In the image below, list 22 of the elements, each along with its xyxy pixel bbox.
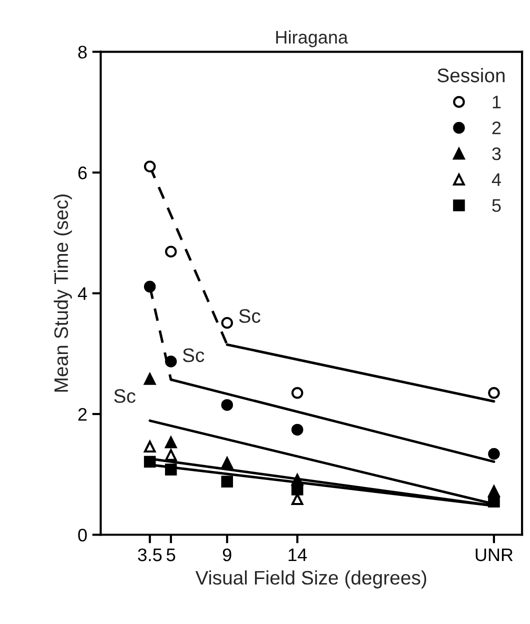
annotation: Sc — [114, 389, 136, 403]
chart-title: Hiragana — [276, 30, 348, 48]
legend-label: 3 — [492, 147, 501, 160]
annotation: Sc — [182, 348, 204, 362]
x-tick-label: 3.5 — [138, 548, 162, 562]
y-tick-label: 6 — [78, 166, 87, 180]
legend-label: 5 — [492, 199, 501, 212]
legend-label: 4 — [492, 173, 501, 186]
legend-title: Session — [438, 68, 505, 82]
annotation: Sc — [239, 309, 260, 323]
legend-label: 1 — [492, 96, 501, 108]
y-tick-label: 2 — [78, 408, 87, 421]
x-axis-title: Visual Field Size (degrees) — [195, 570, 426, 588]
y-tick-label: 8 — [78, 46, 87, 59]
x-tick-label: 5 — [166, 548, 176, 562]
y-tick-label: 0 — [78, 528, 87, 542]
x-tick-label: 14 — [288, 548, 307, 562]
legend-label: 2 — [492, 122, 501, 134]
y-tick-label: 4 — [78, 287, 87, 300]
x-tick-label: UNR — [476, 548, 513, 562]
y-axis-title: Mean Study Time (sec) — [54, 194, 72, 392]
x-tick-label: 9 — [222, 548, 232, 562]
